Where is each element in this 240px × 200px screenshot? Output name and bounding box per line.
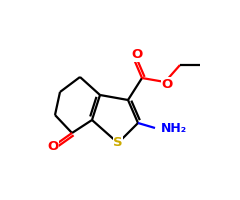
Text: O: O [161,77,173,90]
Text: O: O [131,48,143,62]
Text: NH₂: NH₂ [161,121,187,134]
Text: O: O [47,140,59,154]
Text: S: S [113,136,123,150]
